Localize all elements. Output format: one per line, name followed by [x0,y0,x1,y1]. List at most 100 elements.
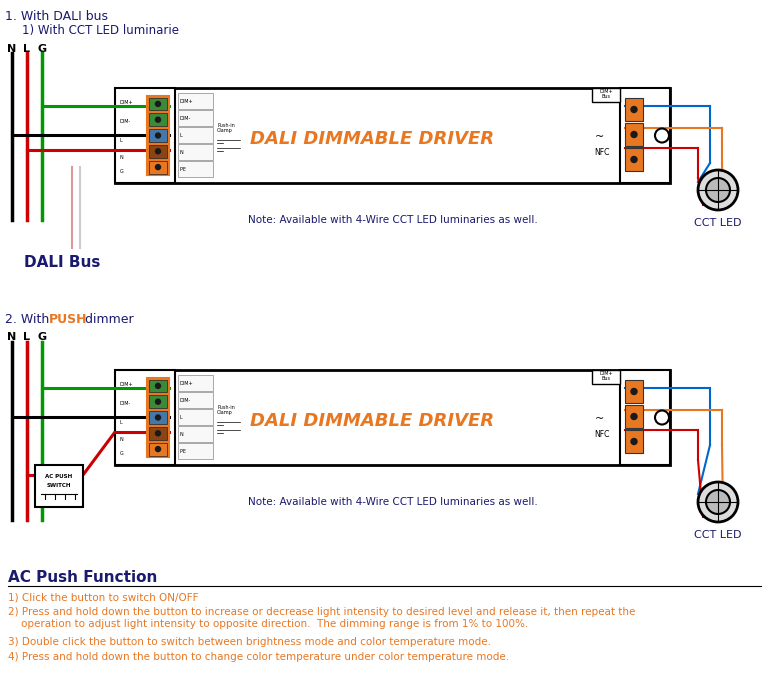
Text: 3) Double click the button to switch between brightness mode and color temperatu: 3) Double click the button to switch bet… [8,637,491,647]
Bar [592,370,620,384]
Circle shape [155,384,161,388]
Text: Push-in
Clamp: Push-in Clamp [217,122,235,133]
Bar [178,93,213,109]
Text: ~: ~ [595,415,604,424]
Circle shape [155,149,161,154]
Bar [620,370,670,465]
Circle shape [631,106,637,113]
Bar [35,465,83,507]
Bar [625,148,643,171]
Bar [625,123,643,146]
Bar [178,392,213,408]
Text: 2) Press and hold down the button to increase or decrease light intensity to des: 2) Press and hold down the button to inc… [8,607,635,629]
Bar [149,395,167,408]
Circle shape [698,170,738,210]
Bar [147,96,169,175]
Circle shape [155,133,161,138]
Text: NFC: NFC [594,430,610,439]
Bar [178,144,213,160]
Circle shape [631,413,637,419]
Bar [592,88,620,102]
Text: Push-in
Clamp: Push-in Clamp [217,404,235,415]
Bar [149,427,167,439]
Bar [625,98,643,121]
Circle shape [155,399,161,404]
Text: AC PUSH: AC PUSH [45,474,72,480]
Circle shape [706,490,730,514]
Text: N: N [8,332,17,342]
Text: DIM-: DIM- [180,116,191,121]
Bar [625,430,643,453]
Bar [149,379,167,392]
Bar [149,97,167,111]
Bar [178,127,213,143]
Bar [115,88,670,183]
Text: N: N [8,44,17,54]
Text: CCT LED: CCT LED [694,218,742,228]
Circle shape [655,129,669,142]
Bar [178,409,213,425]
Text: PUSH: PUSH [49,313,88,326]
Circle shape [631,388,637,395]
Bar [147,378,169,457]
Text: Note: Available with 4-Wire CCT LED luminaries as well.: Note: Available with 4-Wire CCT LED lumi… [248,215,538,225]
Text: NFC: NFC [594,148,610,157]
Text: CCT LED: CCT LED [694,530,742,540]
Circle shape [631,156,637,162]
Circle shape [155,102,161,106]
Text: PE: PE [180,167,188,172]
Text: N: N [180,150,187,155]
Text: N: N [180,432,187,437]
Text: SWITCH: SWITCH [47,482,72,488]
Text: N: N [120,437,128,442]
Bar [625,380,643,403]
Bar [115,88,175,183]
Text: L: L [24,332,31,342]
Text: DIM+
Bus: DIM+ Bus [599,88,613,100]
Text: N: N [120,155,128,160]
Text: L: L [24,44,31,54]
Bar [149,145,167,158]
Bar [115,370,175,465]
Text: L: L [180,133,186,138]
Text: ~: ~ [595,133,604,142]
Text: PE: PE [180,449,188,454]
Bar [625,405,643,428]
Text: L: L [120,419,127,425]
Circle shape [155,117,161,122]
Bar [149,113,167,126]
Text: DALI Bus: DALI Bus [24,255,100,270]
Text: 1) Click the button to switch ON/OFF: 1) Click the button to switch ON/OFF [8,592,198,602]
Text: Note: Available with 4-Wire CCT LED luminaries as well.: Note: Available with 4-Wire CCT LED lumi… [248,497,538,507]
Bar [178,375,213,391]
Circle shape [155,430,161,436]
Bar [149,443,167,455]
Text: L: L [180,415,186,420]
Text: G: G [38,44,47,54]
Text: dimmer: dimmer [81,313,134,326]
Bar [149,411,167,424]
Text: G: G [120,451,128,456]
Circle shape [698,482,738,522]
Text: G: G [38,332,47,342]
Text: DIM-: DIM- [180,398,191,403]
Bar [149,129,167,142]
Bar [178,426,213,442]
Text: 1. With DALI bus: 1. With DALI bus [5,10,108,23]
Text: DIM+: DIM+ [120,100,134,105]
Text: DALI DIMMABLE DRIVER: DALI DIMMABLE DRIVER [251,129,494,147]
Circle shape [155,415,161,420]
Text: DALI DIMMABLE DRIVER: DALI DIMMABLE DRIVER [251,412,494,430]
Bar [178,110,213,126]
Bar [178,443,213,459]
Circle shape [155,164,161,169]
Text: L: L [120,138,127,143]
Bar [178,161,213,177]
Text: 2. With: 2. With [5,313,53,326]
Circle shape [655,410,669,424]
Text: DIM-: DIM- [120,401,131,406]
Text: 4) Press and hold down the button to change color temperature under color temper: 4) Press and hold down the button to cha… [8,652,509,662]
Text: DIM+: DIM+ [120,381,134,387]
Text: DIM-: DIM- [120,119,131,124]
Bar [149,161,167,173]
